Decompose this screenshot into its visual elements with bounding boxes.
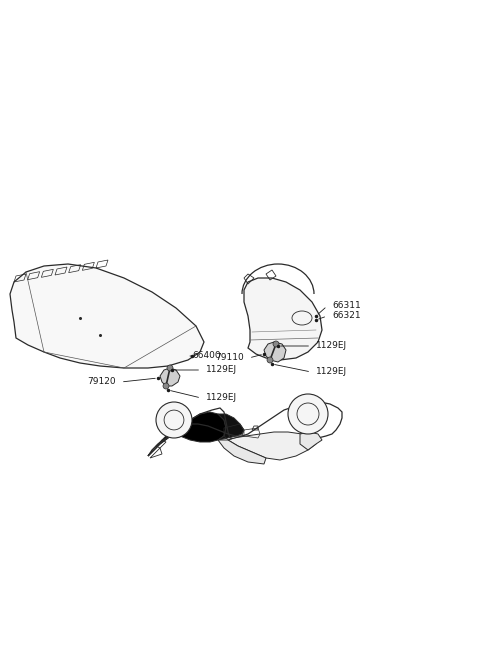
Polygon shape bbox=[160, 368, 180, 386]
Polygon shape bbox=[300, 432, 322, 450]
Polygon shape bbox=[10, 264, 204, 368]
Ellipse shape bbox=[273, 341, 279, 347]
Text: 79120: 79120 bbox=[87, 377, 116, 386]
Text: 79110: 79110 bbox=[215, 354, 244, 363]
Text: 66400: 66400 bbox=[192, 352, 221, 361]
Text: 66311: 66311 bbox=[332, 302, 361, 310]
Ellipse shape bbox=[267, 357, 273, 363]
Text: 1129EJ: 1129EJ bbox=[316, 342, 347, 350]
Text: 1129EJ: 1129EJ bbox=[316, 367, 347, 377]
Polygon shape bbox=[218, 440, 266, 464]
Ellipse shape bbox=[156, 402, 192, 438]
Polygon shape bbox=[244, 278, 322, 360]
Ellipse shape bbox=[288, 394, 328, 434]
Polygon shape bbox=[264, 342, 286, 362]
Polygon shape bbox=[148, 412, 226, 456]
Text: 66321: 66321 bbox=[332, 312, 360, 321]
Ellipse shape bbox=[163, 383, 169, 389]
Text: 1129EJ: 1129EJ bbox=[206, 365, 237, 375]
Polygon shape bbox=[228, 432, 316, 460]
Ellipse shape bbox=[167, 365, 173, 371]
Text: 1129EJ: 1129EJ bbox=[206, 394, 237, 403]
Polygon shape bbox=[218, 414, 244, 440]
